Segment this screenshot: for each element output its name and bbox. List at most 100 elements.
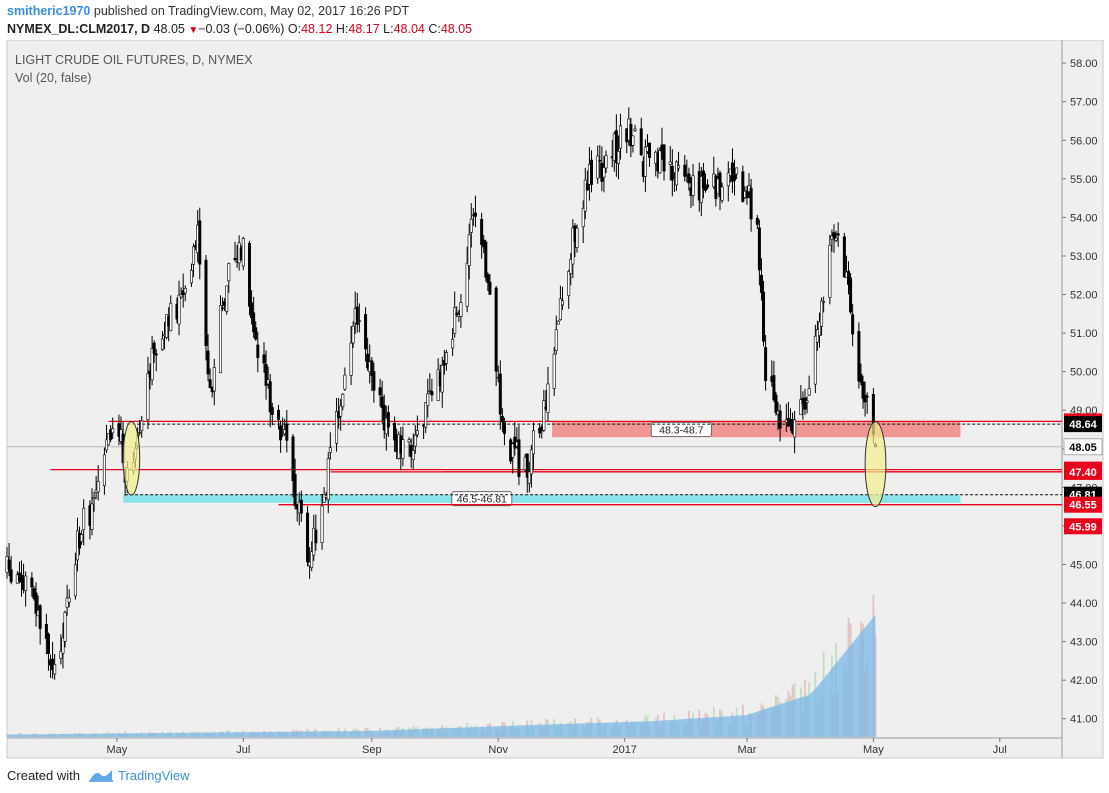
zone-label-box (650, 422, 712, 437)
candle-body (140, 420, 144, 431)
price-label-tag (1063, 438, 1103, 456)
candle-body (459, 302, 463, 317)
high-value: 48.17 (348, 22, 380, 36)
candle-body (517, 439, 521, 477)
candle-body (415, 430, 419, 436)
candle-body (339, 405, 343, 417)
last-price: 48.05 (153, 22, 185, 36)
candle-body (63, 612, 67, 642)
tradingview-link[interactable]: TradingView (118, 768, 190, 783)
candle-body (465, 262, 469, 307)
candle-body (799, 399, 803, 416)
candle-body (614, 130, 618, 163)
candle-body (596, 155, 600, 179)
candle-body (322, 493, 326, 503)
candle-body (774, 394, 778, 413)
candle-body (718, 172, 722, 197)
x-tick-label: Jul (236, 744, 250, 756)
plot-background (7, 40, 1062, 738)
candle-body (430, 391, 434, 396)
author-link[interactable]: smitheric1970 (7, 4, 91, 18)
y-tick-label: 52.00 (1070, 290, 1098, 302)
candle-body (602, 167, 606, 178)
candle-body (366, 353, 370, 369)
created-with-label: Created with (7, 768, 80, 783)
candle-body (192, 246, 196, 265)
candle-body (177, 294, 181, 325)
x-tick-label: Sep (362, 744, 382, 756)
candle-body (494, 287, 498, 372)
price-label-tag (1064, 463, 1102, 480)
candle-body (822, 301, 826, 303)
chart-header: smitheric1970 published on TradingView.c… (0, 0, 1109, 40)
candle-body (546, 383, 550, 413)
candle-body (687, 173, 691, 184)
y-tick-label: 55.00 (1070, 174, 1098, 186)
candle-body (484, 241, 488, 278)
candle-body (498, 373, 502, 415)
candle-body (82, 507, 86, 530)
y-tick-label: 41.00 (1070, 714, 1098, 726)
candle-body (554, 329, 558, 351)
highlight-ellipse[interactable] (864, 421, 887, 508)
candle-body (34, 592, 38, 614)
candle-body (24, 575, 28, 592)
candle-body (857, 331, 861, 382)
candle-body (552, 353, 556, 389)
candle-body (531, 430, 535, 455)
zone-label: 46.5-46.81 (457, 494, 507, 506)
candle-body (73, 564, 77, 597)
candle-body (440, 365, 444, 393)
price-label: 48.64 (1069, 419, 1097, 431)
candle-body (861, 381, 865, 399)
highlight-ellipse[interactable] (122, 421, 141, 496)
candle-body (291, 436, 295, 482)
open-label: O: (287, 22, 302, 36)
candle-body (803, 397, 807, 410)
candle-body (372, 371, 376, 391)
candle-body (683, 164, 687, 177)
y-tick-label: 45.00 (1070, 560, 1098, 572)
candle-body (382, 404, 386, 431)
candle-body (865, 395, 869, 398)
candle-body (154, 353, 158, 356)
candle-body (762, 291, 766, 342)
candle-body (575, 227, 579, 248)
zone-label: 48.3-48.7 (659, 425, 704, 437)
candle-body (488, 281, 492, 295)
candle-body (59, 651, 63, 659)
candle-body (633, 128, 637, 131)
price-chart[interactable]: 48.3-48.7 46.5-46.81 41.00 42.00 43.00 44.00… (0, 40, 1109, 760)
candle-body (341, 393, 345, 408)
candle-body (558, 298, 562, 320)
candle-body (469, 218, 473, 233)
open-value: 48.12 (301, 22, 333, 36)
chart-frame (6, 40, 1104, 759)
candle-body (109, 429, 113, 440)
candle-body (111, 428, 115, 434)
candle-body (807, 388, 811, 396)
y-tick-label: 43.00 (1070, 637, 1098, 649)
candle-body (268, 381, 272, 413)
x-tick-label: May (863, 744, 884, 756)
candle-body (691, 175, 695, 196)
candle-body (832, 232, 836, 239)
y-tick-label: 50.00 (1070, 367, 1098, 379)
publish-line: smitheric1970 published on TradingView.c… (7, 4, 409, 18)
candle-body (218, 304, 222, 374)
price-label-tag (1064, 416, 1102, 433)
candle-body (453, 307, 457, 334)
price-label: 47.40 (1069, 467, 1097, 479)
candle-body (320, 505, 324, 543)
tradingview-logo-icon[interactable] (88, 766, 114, 784)
candle-body (279, 425, 283, 441)
candle-body (310, 551, 314, 568)
candle-body (585, 183, 589, 191)
price-label: 45.99 (1069, 521, 1097, 533)
x-tick-label: 2017 (612, 744, 636, 756)
candle-body (726, 172, 730, 187)
volume-ma-area (7, 614, 876, 737)
candle-body (393, 422, 397, 441)
candle-body (658, 150, 662, 174)
candle-body (96, 481, 100, 493)
